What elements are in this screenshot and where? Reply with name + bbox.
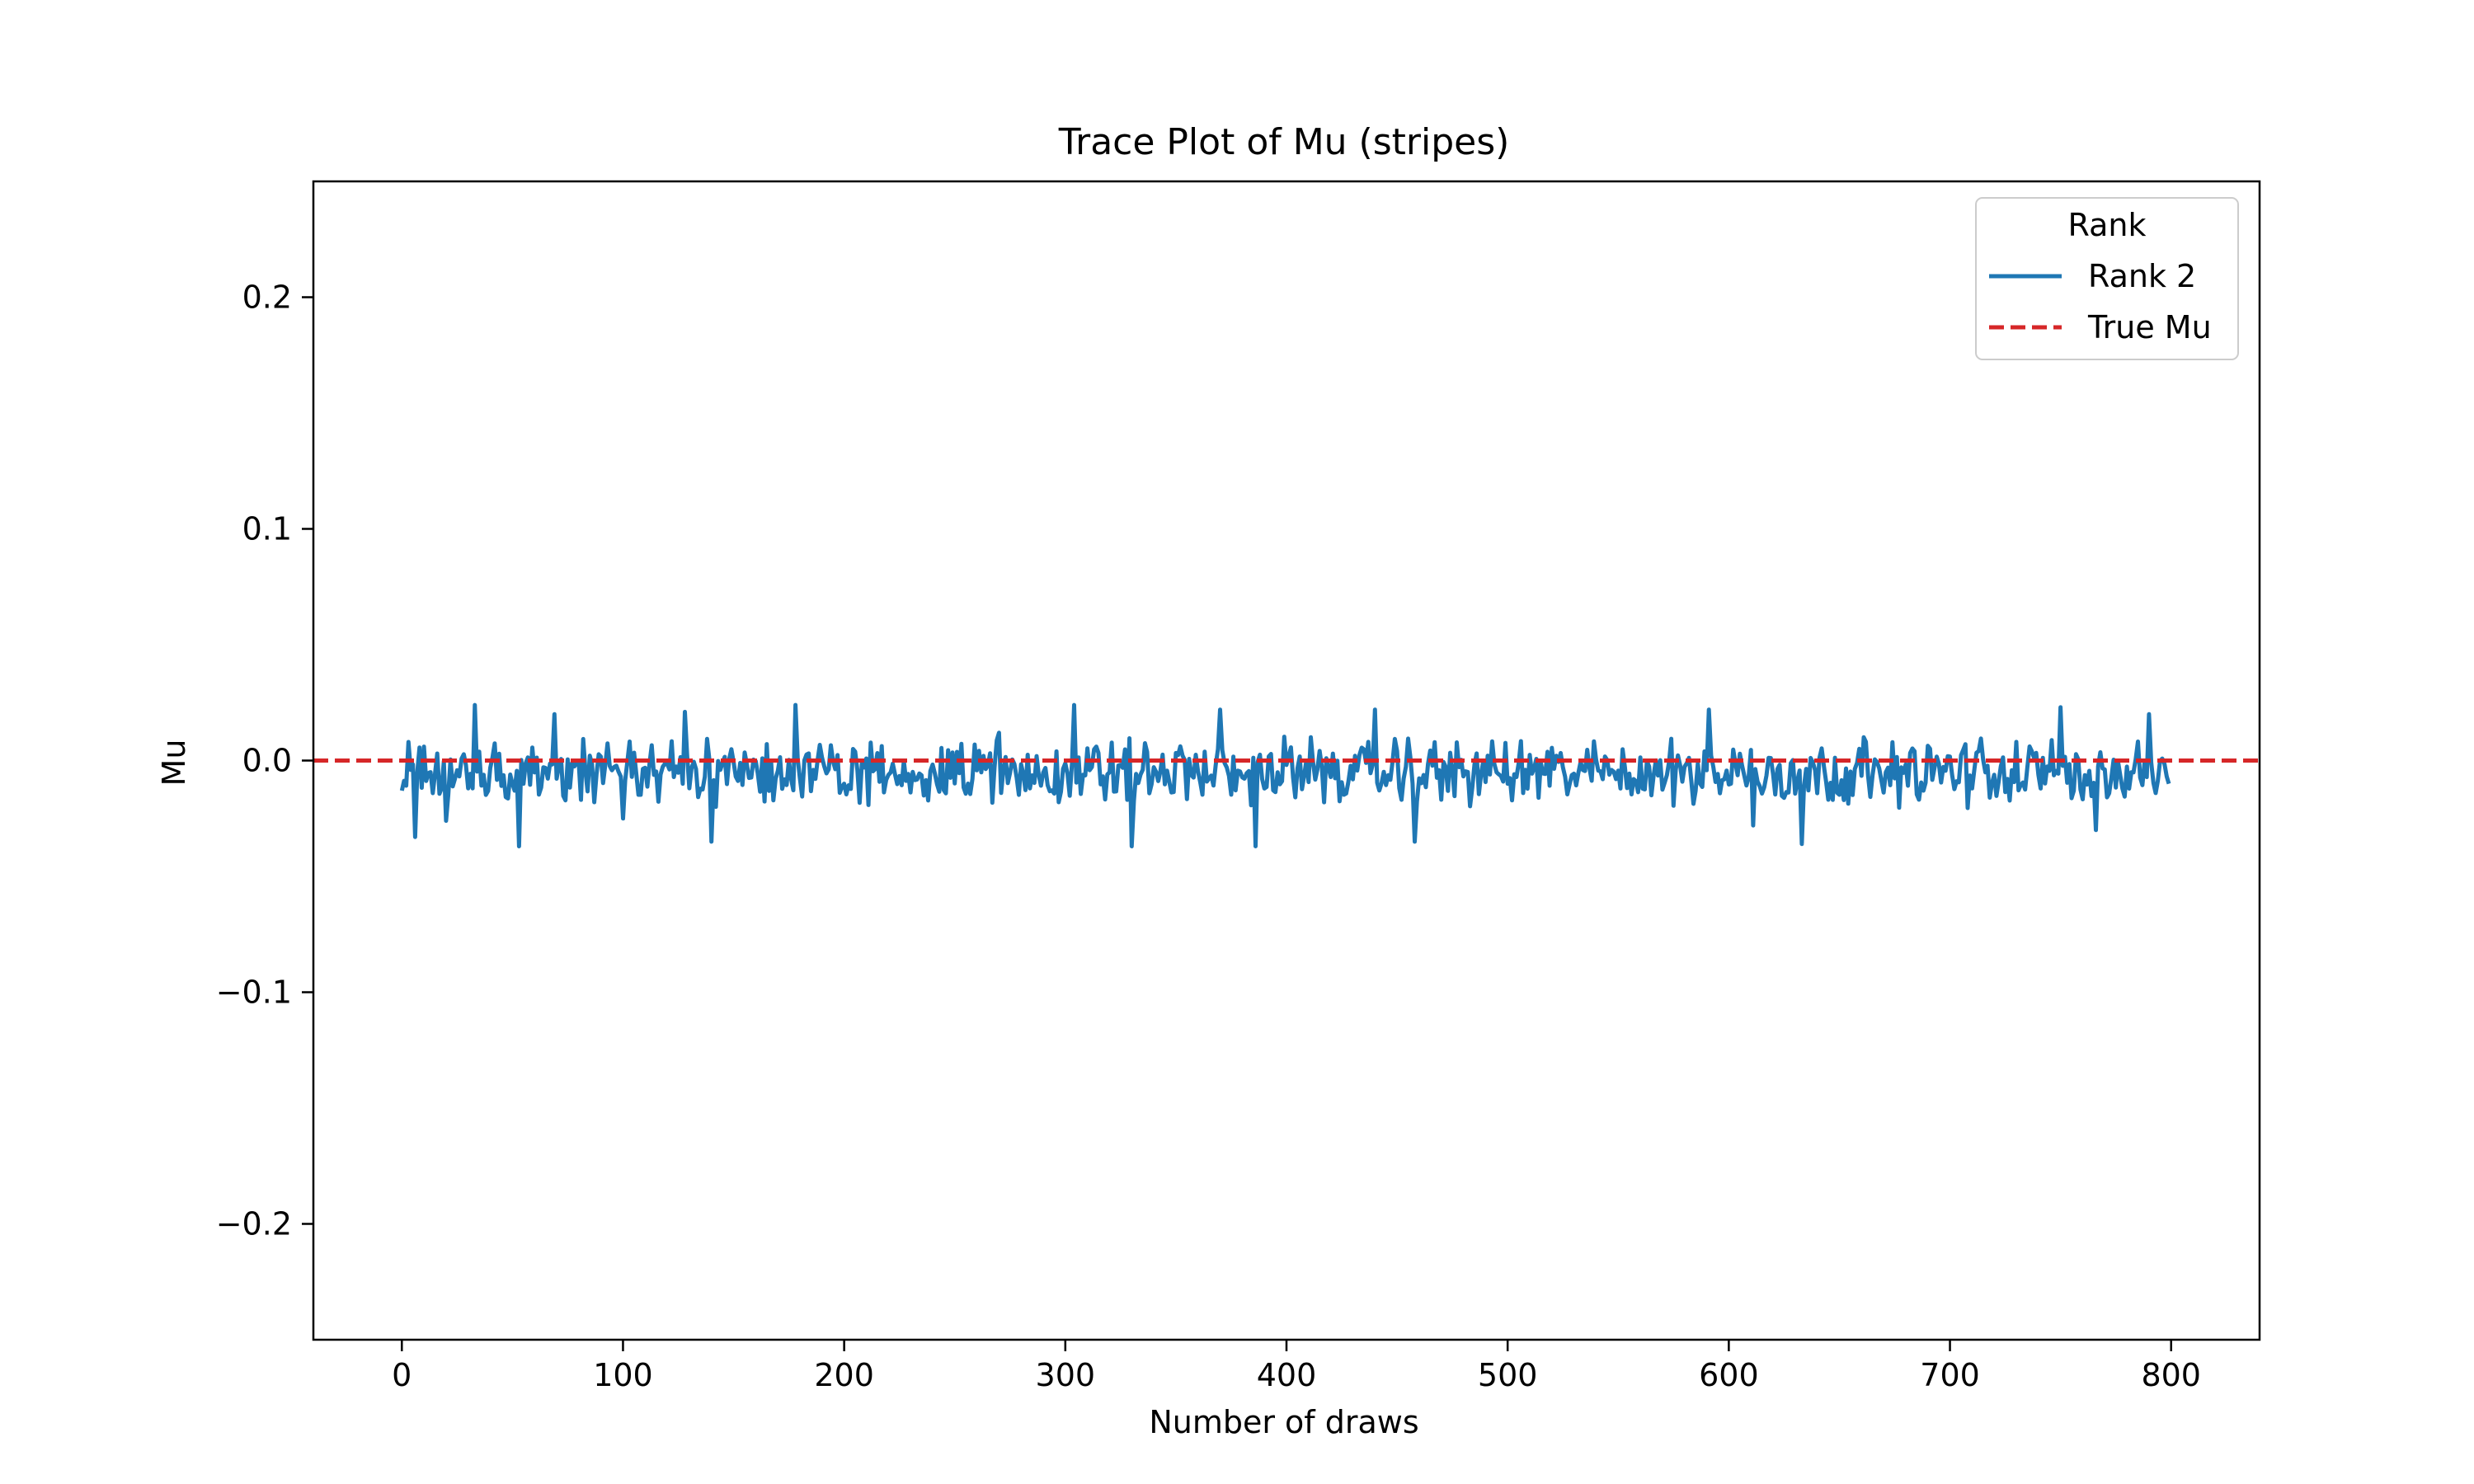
legend-title: Rank	[2068, 207, 2147, 243]
y-axis-label: Mu	[156, 740, 192, 787]
y-tick-label: 0.1	[242, 511, 292, 547]
x-axis-label: Number of draws	[1149, 1404, 1418, 1440]
chart-title: Trace Plot of Mu (stripes)	[1058, 121, 1510, 163]
x-tick-label: 700	[1920, 1357, 1980, 1393]
legend-frame	[1975, 197, 2239, 360]
y-tick-label: −0.2	[216, 1206, 292, 1242]
x-tick-label: 200	[814, 1357, 874, 1393]
x-tick-label: 300	[1036, 1357, 1096, 1393]
x-axis-ticks: 0 100 200 300 400 500 600 700 800	[392, 1340, 2201, 1393]
legend-label-true-mu: True Mu	[2087, 309, 2212, 345]
y-tick-label: −0.1	[216, 974, 292, 1011]
legend: Rank Rank 2 True Mu	[1975, 197, 2239, 360]
x-tick-label: 0	[392, 1357, 412, 1393]
y-tick-label: 0.2	[242, 279, 292, 316]
y-axis-ticks: 0.2 0.1 0.0 −0.1 −0.2	[216, 279, 313, 1242]
plot-area	[312, 180, 2261, 1341]
x-tick-label: 800	[2141, 1357, 2201, 1393]
y-tick-label: 0.0	[242, 743, 292, 779]
x-tick-label: 400	[1257, 1357, 1317, 1393]
legend-label-rank-2: Rank 2	[2088, 258, 2196, 294]
series-line-rank-2	[399, 702, 2171, 848]
x-tick-label: 100	[593, 1357, 653, 1393]
x-tick-label: 500	[1478, 1357, 1538, 1393]
x-tick-label: 600	[1699, 1357, 1759, 1393]
